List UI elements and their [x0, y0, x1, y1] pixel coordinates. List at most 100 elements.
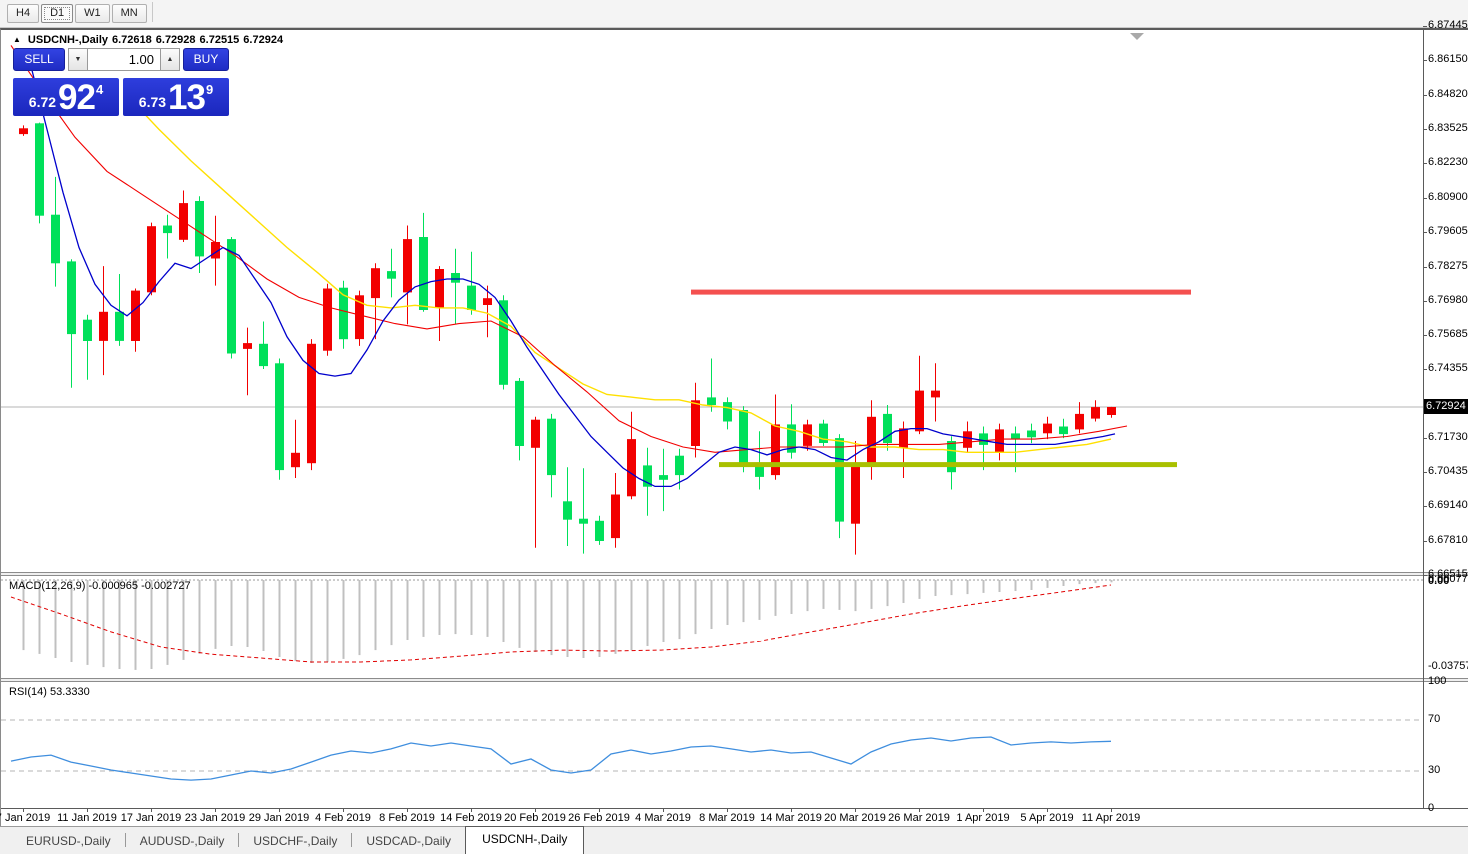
- price-axis-label: 6.67810: [1428, 534, 1468, 546]
- price-tick: [1423, 369, 1427, 370]
- date-axis-label: 1 Apr 2019: [956, 812, 1010, 824]
- rsi-scale-label: 100: [1428, 675, 1447, 687]
- sell-price-prefix: 6.72: [28, 94, 57, 110]
- scroll-end-marker-icon: [1130, 33, 1144, 40]
- pane-splitter[interactable]: [1, 572, 1468, 576]
- sell-price-pip: 4: [95, 82, 104, 97]
- time-tick: [919, 808, 920, 812]
- macd-chart-canvas[interactable]: [1, 576, 1423, 678]
- price-axis-line: [1423, 30, 1424, 808]
- buy-price-pip: 9: [205, 82, 214, 97]
- tab-usdcad[interactable]: USDCAD-,Daily: [366, 834, 452, 848]
- price-chart-canvas[interactable]: [1, 32, 1423, 572]
- tab-usdcnh[interactable]: USDCNH-,Daily: [465, 826, 585, 854]
- price-tick: [1423, 438, 1427, 439]
- buy-button[interactable]: BUY: [183, 48, 229, 71]
- candles: [19, 122, 1116, 555]
- price-tick: [1423, 60, 1427, 61]
- price-axis-label: 6.69140: [1428, 499, 1468, 511]
- one-click-trade-panel: SELL ▼ 1.00 ▲ BUY 6.72 92 4 6.73 13 9: [13, 48, 229, 116]
- ohlc-high: 6.72928: [155, 34, 196, 46]
- rsi-chart-canvas[interactable]: [1, 682, 1423, 808]
- macd-scale-zero: 0.00: [1428, 575, 1450, 587]
- toolbar-separator: [151, 1, 153, 22]
- time-tick: [535, 808, 536, 812]
- price-tick: [1423, 267, 1427, 268]
- price-tick: [1423, 541, 1427, 542]
- chart-title: ▲ USDCNH-,Daily 6.72618 6.72928 6.72515 6.729…: [13, 34, 283, 46]
- price-tick: [1423, 198, 1427, 199]
- date-axis-label: 4 Mar 2019: [635, 812, 691, 824]
- price-tick: [1423, 129, 1427, 130]
- price-axis-label: 6.76980: [1428, 294, 1468, 306]
- sell-button[interactable]: SELL: [13, 48, 65, 71]
- price-tick: [1423, 575, 1427, 576]
- rsi-scale-label: 70: [1428, 713, 1441, 725]
- timeframe-W1-button[interactable]: W1: [75, 4, 110, 23]
- tab-separator: [124, 833, 126, 847]
- timeframe-MN-button[interactable]: MN: [111, 4, 147, 23]
- time-tick: [983, 808, 984, 812]
- price-axis-label: 6.82230: [1428, 156, 1468, 168]
- date-axis-label: 23 Jan 2019: [184, 812, 246, 824]
- macd-scale-max: 0.000779: [1428, 573, 1468, 585]
- date-axis-label: 20 Feb 2019: [504, 812, 566, 824]
- time-tick: [343, 808, 344, 812]
- timeframe-D1-button[interactable]: D1: [41, 4, 74, 23]
- date-axis-label: 26 Mar 2019: [888, 812, 950, 824]
- price-axis-label: 6.87445: [1428, 19, 1468, 31]
- date-axis-label: 11 Jan 2019: [57, 812, 117, 824]
- volume-decrease-icon[interactable]: ▼: [68, 48, 88, 71]
- time-axis-line: [1, 808, 1468, 809]
- pane-splitter[interactable]: [1, 678, 1468, 682]
- tab-eurusd[interactable]: EURUSD-,Daily: [26, 834, 111, 848]
- rsi-scale-label: 0: [1428, 802, 1435, 814]
- date-axis-label: 14 Feb 2019: [440, 812, 502, 824]
- date-axis-label: 11 Apr 2019: [1081, 812, 1141, 824]
- time-tick: [855, 808, 856, 812]
- tab-audusd[interactable]: AUDUSD-,Daily: [139, 834, 225, 848]
- macd-label: MACD(12,26,9) -0.000965 -0.002727: [9, 580, 191, 592]
- date-axis-label: 4 Feb 2019: [315, 812, 371, 824]
- rsi-label: RSI(14) 53.3330: [9, 686, 90, 698]
- volume-increase-icon[interactable]: ▲: [160, 48, 180, 71]
- price-axis-label: 6.80900: [1428, 191, 1468, 203]
- buy-quote[interactable]: 6.73 13 9: [123, 78, 229, 116]
- date-axis-label: 7 Jan 2019: [0, 812, 51, 824]
- time-tick: [407, 808, 408, 812]
- tab-usdchf[interactable]: USDCHF-,Daily: [253, 834, 338, 848]
- volume-input[interactable]: 1.00: [88, 48, 160, 71]
- date-axis-label: 8 Mar 2019: [699, 812, 755, 824]
- time-tick: [1047, 808, 1048, 812]
- ohlc-low: 6.72515: [199, 34, 240, 46]
- time-tick: [727, 808, 728, 812]
- time-tick: [23, 808, 24, 812]
- time-tick: [1111, 808, 1112, 812]
- date-axis-label: 14 Mar 2019: [760, 812, 822, 824]
- tab-separator: [238, 833, 240, 847]
- price-axis-label: 6.71730: [1428, 431, 1468, 443]
- support-line: [719, 462, 1177, 468]
- buy-price-prefix: 6.73: [138, 94, 167, 110]
- price-tick: [1423, 26, 1427, 27]
- time-tick: [151, 808, 152, 812]
- price-tick: [1423, 506, 1427, 507]
- timeframe-toolbar: H4 D1 W1 MN: [0, 0, 1468, 28]
- time-tick: [471, 808, 472, 812]
- price-axis-label: 6.70435: [1428, 465, 1468, 477]
- symbol-tab-bar: EURUSD-,Daily AUDUSD-,Daily USDCHF-,Daily U…: [0, 826, 1468, 854]
- ohlc-open: 6.72618: [112, 34, 152, 46]
- price-tick: [1423, 301, 1427, 302]
- date-axis-label: 5 Apr 2019: [1020, 812, 1074, 824]
- price-axis-label: 6.66515: [1428, 568, 1468, 580]
- collapse-icon[interactable]: ▲: [13, 35, 21, 44]
- sell-quote[interactable]: 6.72 92 4: [13, 78, 119, 116]
- price-axis-label: 6.74355: [1428, 362, 1468, 374]
- timeframe-H4-button[interactable]: H4: [7, 4, 40, 23]
- price-tick: [1423, 472, 1427, 473]
- time-tick: [791, 808, 792, 812]
- time-tick: [87, 808, 88, 812]
- price-tick: [1423, 163, 1427, 164]
- price-axis-label: 6.78275: [1428, 260, 1468, 272]
- price-axis-label: 6.83525: [1428, 122, 1468, 134]
